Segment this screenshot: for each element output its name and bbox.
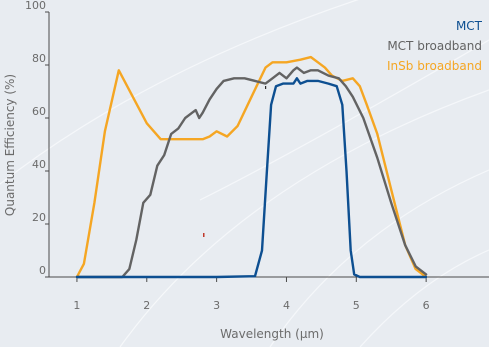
series-line-insb-broadband [75,55,428,279]
x-ticks: 1 2 3 4 5 6 [73,277,430,312]
x-tick-label: 3 [213,299,220,312]
x-tick-label: 1 [73,299,80,312]
x-tick-label: 4 [283,299,290,312]
x-tick-label: 6 [423,299,430,312]
y-tick-label: 60 [32,105,46,118]
y-tick-label: 20 [32,211,46,224]
legend: MCT MCT broadband InSb broadband [387,19,483,73]
series-line-mct [75,77,428,279]
x-tick-label: 5 [353,299,360,312]
x-axis-title: Wavelength (µm) [220,327,324,341]
legend-entry-mct-broadband: MCT broadband [387,39,482,53]
y-ticks: 0 20 40 60 80 100 [25,0,49,278]
legend-entry-insb-broadband: InSb broadband [387,59,482,73]
y-tick-label: 100 [25,0,46,12]
stray-mark-red [203,233,205,237]
series-lines [75,55,428,279]
y-tick-label: 0 [39,264,46,277]
stray-mark-dark [265,86,267,89]
x-tick-label: 2 [143,299,150,312]
legend-entry-mct: MCT [456,19,483,33]
y-tick-label: 40 [32,158,46,171]
y-axis-title: Quantum Efficiency (%) [3,74,17,216]
series-line-mct-broadband [75,66,428,279]
y-tick-label: 80 [32,52,46,65]
